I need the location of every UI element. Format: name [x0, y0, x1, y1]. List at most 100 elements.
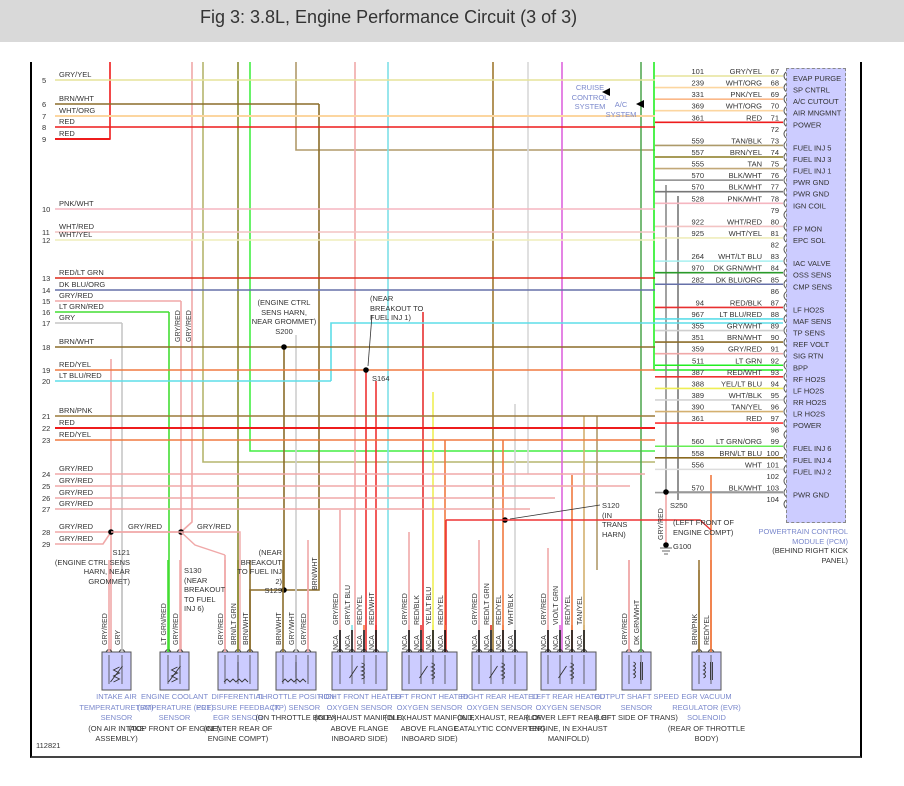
left-row-number: 10 [42, 205, 50, 214]
pcm-circuit-number: 559 [691, 136, 704, 145]
nca-label: NCA [438, 635, 445, 650]
oxygen-sensor-icon [419, 662, 435, 680]
pcm-wire-color: LT GRN/ORG [716, 437, 762, 446]
pin-wire-label: RED/YEL [438, 595, 445, 625]
pcm-pin-function: POWER [793, 120, 822, 129]
pcm-pin-function: LR HO2S [793, 410, 825, 419]
pcm-circuit-number: 361 [691, 113, 704, 122]
pin-wire-label: GRY/RED [218, 613, 225, 645]
pcm-pin-number: 80 [771, 217, 779, 226]
left-row-label: RED/YEL [59, 430, 91, 439]
left-row-label: PNK/WHT [59, 199, 94, 208]
pcm-wire-color: GRY/WHT [727, 322, 763, 331]
pcm-pin-function: LF HO2S [793, 305, 824, 314]
pcm-pin-function: FUEL INJ 3 [793, 155, 831, 164]
left-row-number: 15 [42, 297, 50, 306]
pin-wire-label: GRY/RED [301, 613, 308, 645]
pcm-wire-color: GRY/YEL [730, 67, 762, 76]
component-body [331, 651, 388, 691]
left-row-number: 17 [42, 319, 50, 328]
pin-wire-label: RED/YEL [565, 595, 572, 625]
g100-wire-label: GRY/RED [658, 508, 665, 540]
pcm-wire-color: BRN/LT BLU [719, 449, 762, 458]
pcm-pin-function: IAC VALVE [793, 259, 831, 268]
cruise-control-reference: CRUISE CONTROL SYSTEM [571, 83, 609, 111]
leader-line [367, 314, 373, 367]
pcm-pin-number: 74 [771, 148, 779, 157]
pcm-wire-color: BRN/YEL [730, 148, 762, 157]
pcm-pin-terminal [783, 407, 787, 416]
left-row-label: LT GRN/RED [59, 302, 104, 311]
component-name: INTAKE AIR TEMPERATURE (IAT) SENSOR [79, 692, 154, 722]
component-10: BRN/PNK RED/YEL [691, 560, 722, 691]
solenoid-icon [702, 661, 713, 680]
pin-wire-label: GRY/WHT [289, 611, 296, 645]
left-row-number: 16 [42, 308, 50, 317]
left-row-label: BRN/WHT [59, 94, 94, 103]
pcm-pin-number: 75 [771, 160, 779, 169]
wire-label-s121-s130: GRY/RED [128, 522, 163, 531]
pcm-pin-number: 70 [771, 102, 779, 111]
pcm-circuit-number: 970 [691, 264, 704, 273]
pcm-pin-number: 100 [766, 449, 779, 458]
pcm-pin-function: OSS SENS [793, 271, 831, 280]
pcm-pin-function: FUEL INJ 2 [793, 467, 831, 476]
pcm-circuit-number: 558 [691, 449, 704, 458]
pcm-pin-function: BPP [793, 363, 808, 372]
pcm-pin-terminal [783, 441, 787, 451]
pin-wire-label: GRY/RED [173, 613, 180, 645]
pcm-pin-number: 87 [771, 298, 779, 307]
arrow-icon [636, 100, 644, 108]
nca-label: NCA [414, 635, 421, 650]
component-4: BRN/WHT GRY/WHT GRY/RED [275, 560, 317, 691]
pcm-circuit-number: 511 [692, 356, 704, 365]
pcm-pin-terminal [783, 256, 787, 266]
component-3: GRY/RED BRN/LT GRN BRN/WHT [217, 560, 259, 691]
nca-label: NCA [369, 635, 376, 650]
pcm-wire-color: DK BLU/ORG [716, 275, 762, 284]
coil-icon [632, 661, 643, 680]
splice-dot [663, 489, 669, 495]
pcm-pin-terminal [783, 453, 787, 463]
splice-s164-desc: (NEAR BREAKOUT TO FUEL INJ 1) [370, 294, 424, 322]
component-6: GRY/RED NCA RED/BLK NCA YEL/LT BLU NCA RED/YEL… [401, 587, 458, 691]
pcm-connector-box [786, 68, 846, 523]
pcm-pin-function: PWR GND [793, 190, 830, 199]
pcm-pin-terminal [783, 164, 787, 173]
pcm-wire-color: WHT/RED [727, 217, 763, 226]
pcm-pin-terminal [783, 117, 787, 127]
component-2: LT GRN/RED GRY/RED [159, 560, 190, 691]
pcm-pin-terminal [783, 129, 787, 139]
pcm-circuit-number: 922 [691, 217, 704, 226]
potentiometer-icon [281, 662, 307, 683]
component-location: (IN EXHAUST MANIFOLD, ABOVE FLANGE INBOA… [314, 713, 405, 743]
pcm-pin-function: TP SENS [793, 329, 825, 338]
pcm-pin-terminal [783, 430, 787, 440]
pcm-pin-number: 96 [771, 403, 779, 412]
pin-wire-label: RED/LT GRN [484, 583, 491, 625]
pcm-pin-number: 101 [766, 460, 779, 469]
splice-wire [505, 519, 712, 531]
pin-wire-label: TAN/YEL [577, 596, 584, 625]
ground-icon [660, 547, 672, 555]
pcm-circuit-number: 388 [691, 379, 704, 388]
pcm-pin-function: REF VOLT [793, 340, 830, 349]
pcm-circuit-number: 331 [691, 90, 704, 99]
component-location: (ON AIR INTAKE ASSEMBLY) [88, 723, 145, 744]
left-row-number: 24 [42, 470, 50, 479]
pcm-wire-color: TAN [748, 160, 762, 169]
pcm-circuit-number: 560 [691, 437, 704, 446]
pcm-pin-function: PWR GND [793, 491, 830, 500]
trunk-wire [180, 62, 193, 533]
pcm-pin-terminal [783, 303, 787, 312]
pcm-wire-color: WHT [745, 460, 762, 469]
pcm-pin-terminal [783, 187, 787, 197]
pin-wire-label: GRY [115, 630, 122, 645]
nca-label: NCA [496, 635, 503, 650]
pcm-pin-number: 97 [771, 414, 779, 423]
pcm-pin-function: PWR GND [793, 178, 830, 187]
pcm-pin-number: 81 [771, 229, 779, 238]
pcm-wire-color: BLK/WHT [729, 171, 763, 180]
pcm-pin-terminal [783, 465, 787, 474]
pcm-circuit-number: 570 [691, 484, 704, 493]
